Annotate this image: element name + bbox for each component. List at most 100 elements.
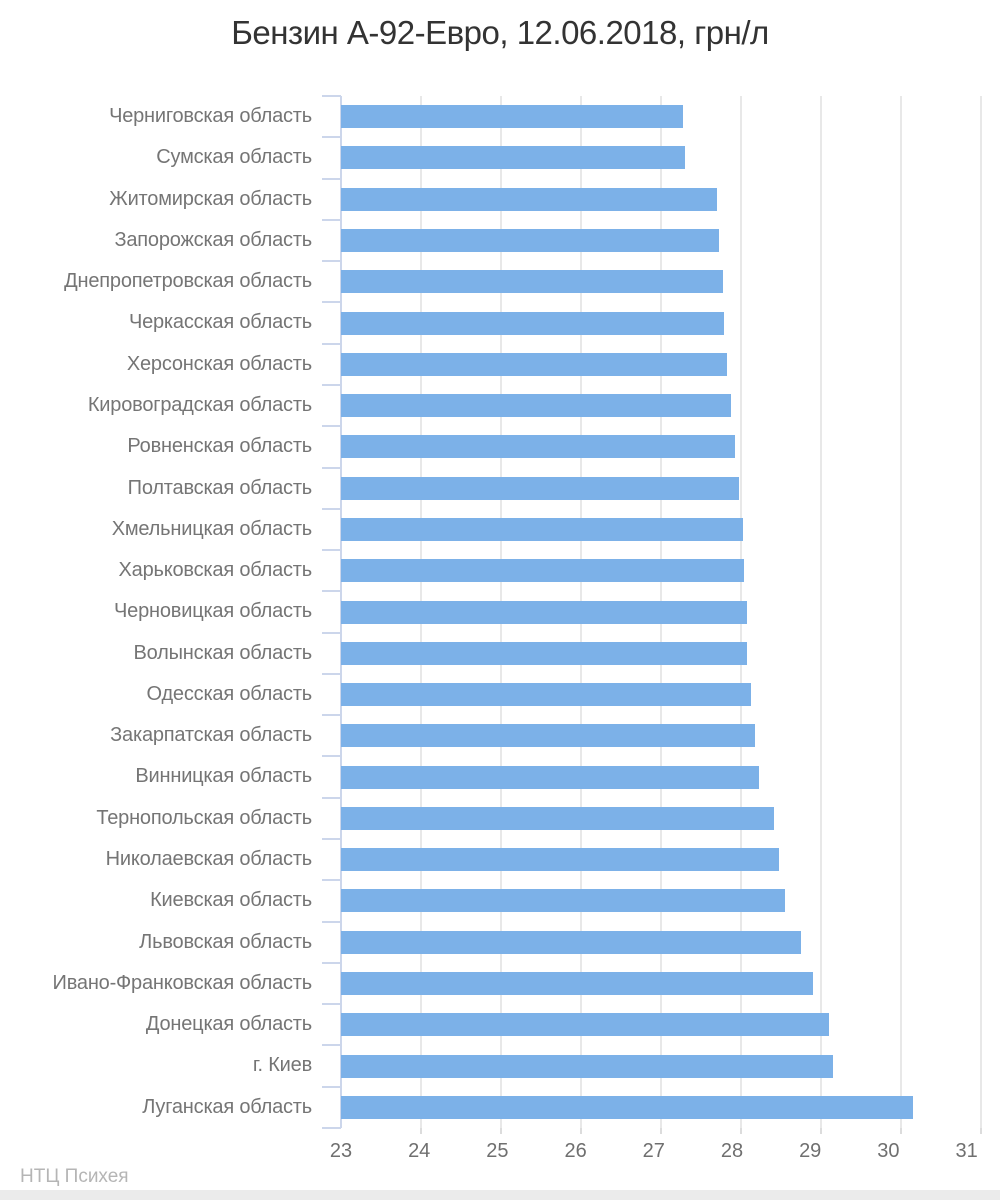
y-axis-tick	[322, 755, 341, 758]
y-axis-tick	[322, 95, 341, 97]
x-axis-tick	[580, 1128, 582, 1134]
bar-25[interactable]	[341, 1095, 913, 1119]
y-axis-tick	[322, 301, 341, 304]
y-axis-tick	[322, 631, 341, 634]
category-label: Тернопольская область	[96, 806, 312, 829]
x-axis-tick	[980, 1128, 982, 1134]
x-axis-label-28: 28	[720, 1140, 744, 1162]
x-axis-tick	[900, 1128, 902, 1134]
bar-1[interactable]	[341, 105, 683, 129]
category-label: Ивано-Франковская область	[52, 971, 313, 994]
bar-24[interactable]	[341, 1054, 833, 1078]
chart-title: Бензин А-92-Евро, 12.06.2018, грн/л	[231, 14, 769, 51]
x-axis-tick	[500, 1128, 502, 1134]
category-label: Харьковская область	[118, 559, 313, 582]
category-label: Одесская область	[146, 682, 313, 705]
bar-19[interactable]	[341, 848, 779, 872]
category-label: Днепропетровская область	[64, 270, 312, 293]
bar-7[interactable]	[341, 352, 727, 376]
category-label: Полтавская область	[127, 476, 313, 499]
y-axis-tick	[322, 383, 341, 386]
y-axis-tick	[322, 507, 341, 510]
gridline-30	[900, 96, 902, 1128]
bar-8[interactable]	[341, 394, 731, 418]
x-axis-label-24: 24	[408, 1140, 431, 1162]
bar-12[interactable]	[341, 559, 745, 583]
y-axis-tick	[322, 218, 341, 221]
y-axis-tick	[322, 961, 341, 964]
plot-area	[341, 96, 982, 1128]
y-axis-tick	[322, 549, 341, 552]
gridline-31	[980, 96, 982, 1128]
category-label: Черкасская область	[128, 311, 312, 334]
category-label: Волынская область	[133, 641, 313, 664]
y-axis-tick	[322, 796, 341, 799]
bar-10[interactable]	[341, 476, 739, 500]
x-axis-label-23: 23	[329, 1140, 353, 1162]
category-label: г. Киев	[252, 1054, 312, 1077]
bar-13[interactable]	[341, 600, 747, 624]
y-axis-tick	[322, 672, 341, 675]
category-label: Львовская область	[139, 930, 312, 953]
y-axis-tick	[322, 714, 341, 717]
x-axis-label-29: 29	[799, 1140, 822, 1162]
bar-6[interactable]	[341, 311, 725, 335]
bar-18[interactable]	[341, 806, 774, 830]
bar-17[interactable]	[341, 765, 759, 789]
x-axis-tick	[740, 1128, 742, 1134]
bar-5[interactable]	[341, 270, 723, 294]
x-axis-tick	[820, 1128, 822, 1134]
category-label: Сумская область	[156, 146, 312, 169]
category-label: Николаевская область	[105, 848, 313, 871]
bar-3[interactable]	[341, 187, 717, 211]
bar-4[interactable]	[341, 228, 719, 252]
category-label: Ровненская область	[127, 435, 312, 458]
category-label: Закарпатская область	[110, 724, 312, 747]
category-label: Хмельницкая область	[111, 517, 312, 540]
category-label: Винницкая область	[135, 765, 312, 788]
bar-2[interactable]	[341, 146, 685, 170]
gridline-29	[820, 96, 822, 1128]
y-axis-tick	[322, 1044, 341, 1047]
y-axis-tick	[322, 879, 341, 882]
category-label: Херсонская область	[126, 352, 312, 375]
bar-15[interactable]	[341, 683, 751, 707]
category-label: Кировоградская область	[87, 393, 312, 416]
y-axis-tick	[322, 177, 341, 180]
bar-9[interactable]	[341, 435, 735, 459]
y-axis-tick	[322, 838, 341, 841]
y-axis-tick	[322, 136, 341, 139]
x-axis-label-25: 25	[486, 1140, 509, 1162]
category-label: Житомирская область	[109, 187, 312, 210]
y-axis-tick	[322, 1085, 341, 1088]
y-axis-tick	[322, 260, 341, 263]
bar-22[interactable]	[341, 972, 813, 996]
x-axis-tick	[420, 1128, 422, 1134]
y-axis-tick	[322, 342, 341, 345]
source-credit: НТЦ Психея	[20, 1166, 129, 1187]
y-axis-tick	[322, 425, 341, 428]
x-axis-label-27: 27	[642, 1140, 665, 1162]
y-axis-tick	[322, 1003, 341, 1006]
category-label: Запорожская область	[114, 228, 312, 251]
category-label: Луганская область	[142, 1095, 312, 1118]
y-axis-tick	[322, 1127, 341, 1129]
x-axis-label-26: 26	[564, 1140, 587, 1162]
bar-23[interactable]	[341, 1013, 829, 1037]
category-label: Донецкая область	[145, 1013, 312, 1036]
category-label: Киевская область	[150, 889, 312, 912]
y-axis-tick	[322, 920, 341, 923]
bar-16[interactable]	[341, 724, 755, 748]
bar-21[interactable]	[341, 930, 801, 954]
x-axis-tick	[660, 1128, 662, 1134]
category-label: Черниговская область	[109, 105, 312, 127]
bar-20[interactable]	[341, 889, 785, 913]
bottom-strip	[0, 1190, 1000, 1200]
x-axis-label-31: 31	[955, 1140, 978, 1162]
bar-14[interactable]	[341, 641, 747, 665]
y-axis-tick	[322, 590, 341, 593]
category-label: Черновицкая область	[114, 600, 312, 623]
bar-11[interactable]	[341, 517, 743, 541]
y-axis-tick	[322, 466, 341, 469]
